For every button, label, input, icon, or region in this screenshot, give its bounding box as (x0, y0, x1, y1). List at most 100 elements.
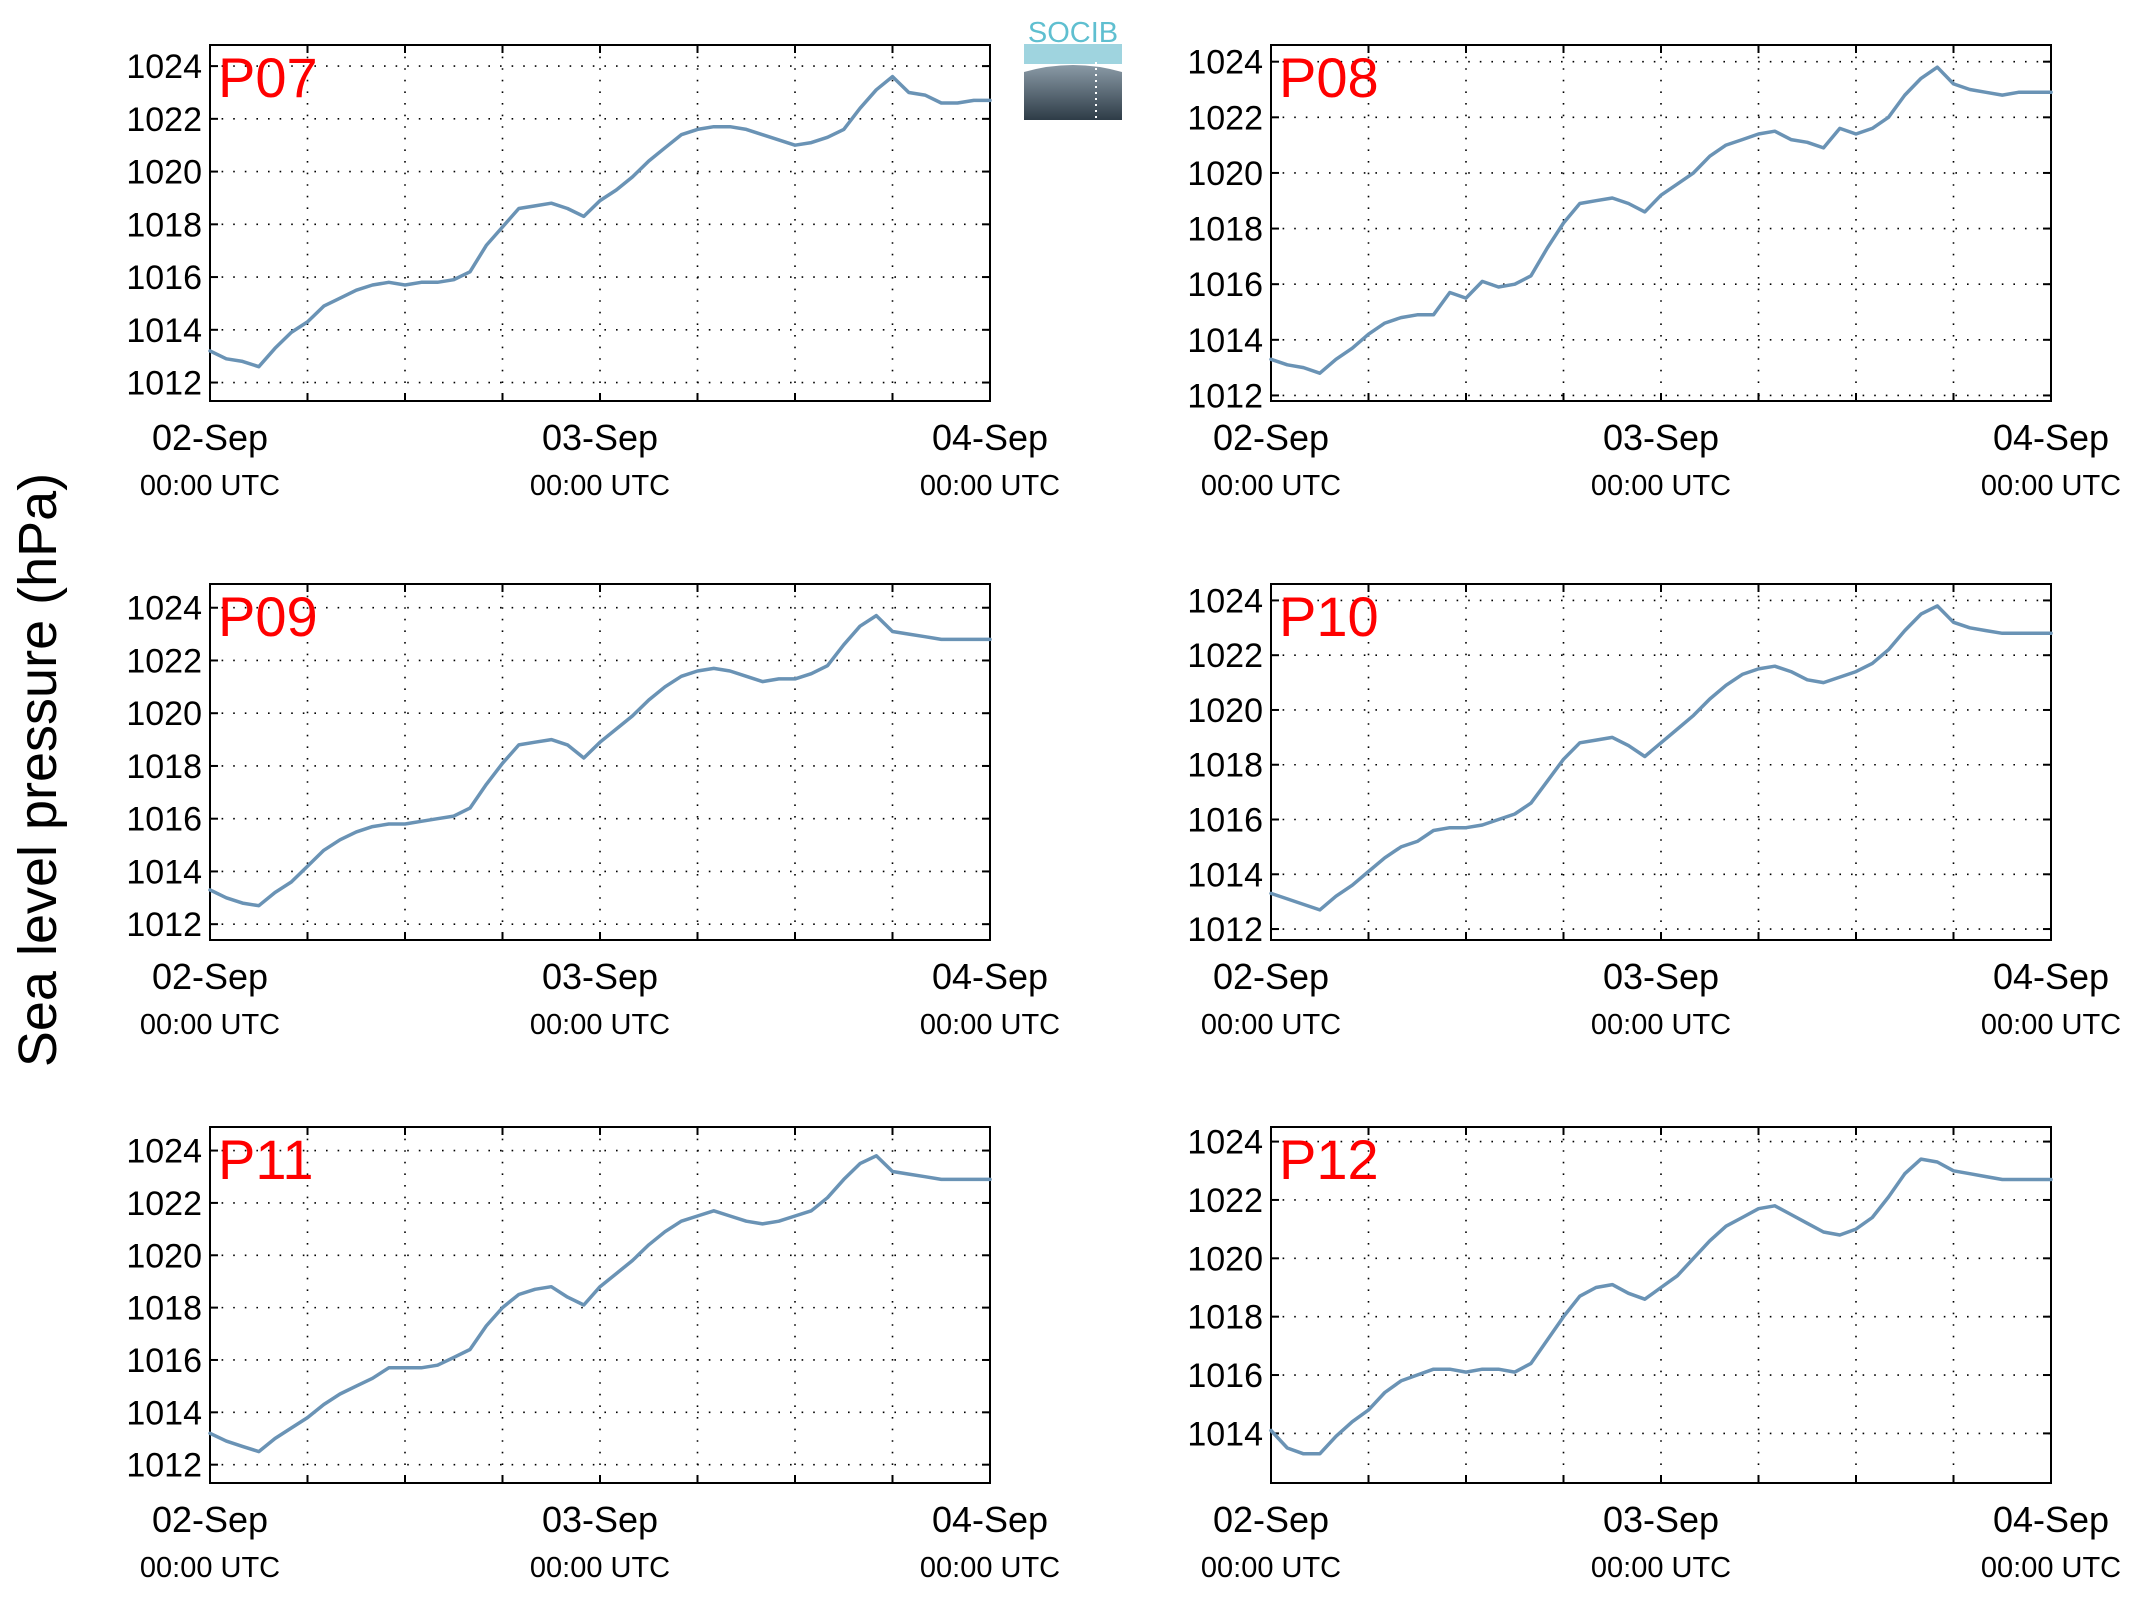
x-tick-label-time: 00:00 UTC (1981, 470, 2121, 502)
panel-p10: 1012 1014 1016 1018 1020 1022 1024 02-Sep 00:00 … (1187, 582, 2121, 1041)
panel-label: P09 (218, 585, 318, 648)
y-tick-label: 1022 (126, 1185, 202, 1223)
x-tick-label-date: 04-Sep (1993, 956, 2109, 997)
figure-ylabel: Sea level pressure (hPa) (8, 473, 68, 1067)
y-tick-label: 1022 (1187, 1182, 1263, 1220)
x-tick-label-date: 03-Sep (542, 956, 658, 997)
y-tick-label: 1014 (126, 853, 202, 891)
y-tick-label: 1024 (126, 1133, 202, 1171)
panel-p11: 1012 1014 1016 1018 1020 1022 1024 02-Sep 00:00 … (126, 1126, 1060, 1584)
panel-label: P10 (1279, 585, 1379, 648)
y-tick-label: 1022 (1187, 99, 1263, 137)
y-tick-label: 1016 (126, 1342, 202, 1380)
x-tick-label-time: 00:00 UTC (1201, 470, 1341, 502)
x-tick-label-date: 03-Sep (542, 417, 658, 458)
x-tick-label-time: 00:00 UTC (530, 1552, 670, 1584)
y-tick-label: 1014 (1187, 1415, 1263, 1453)
y-tick-label: 1020 (126, 154, 202, 192)
y-tick-label: 1018 (1187, 211, 1263, 249)
x-tick-label-time: 00:00 UTC (1201, 1009, 1341, 1041)
x-tick-label-time: 00:00 UTC (1981, 1552, 2121, 1584)
x-tick-label-time: 00:00 UTC (1591, 1552, 1731, 1584)
y-tick-label: 1012 (126, 365, 202, 403)
panel-label: P07 (218, 46, 318, 109)
y-tick-label: 1016 (1187, 1357, 1263, 1395)
x-tick-label-date: 04-Sep (932, 1499, 1048, 1540)
y-tick-label: 1022 (1187, 637, 1263, 675)
y-tick-label: 1024 (1187, 44, 1263, 82)
x-tick-label-date: 02-Sep (1213, 417, 1329, 458)
y-tick-label: 1016 (126, 259, 202, 297)
x-tick-label-time: 00:00 UTC (140, 1009, 280, 1041)
x-tick-label-date: 02-Sep (152, 956, 268, 997)
x-tick-label-time: 00:00 UTC (920, 470, 1060, 502)
x-tick-label-time: 00:00 UTC (140, 470, 280, 502)
y-tick-label: 1012 (1187, 911, 1263, 949)
series-line (208, 1154, 992, 1454)
y-tick-label: 1016 (1187, 802, 1263, 840)
x-tick-label-time: 00:00 UTC (530, 1009, 670, 1041)
y-tick-label: 1020 (126, 695, 202, 733)
x-tick-label-date: 03-Sep (1603, 417, 1719, 458)
y-tick-label: 1014 (1187, 322, 1263, 360)
x-tick-label-time: 00:00 UTC (1981, 1009, 2121, 1041)
x-tick-label-time: 00:00 UTC (920, 1552, 1060, 1584)
y-tick-label: 1012 (126, 906, 202, 944)
x-tick-label-date: 03-Sep (1603, 956, 1719, 997)
series-line (208, 613, 992, 908)
panel-label: P12 (1279, 1128, 1379, 1191)
x-tick-label-date: 04-Sep (932, 417, 1048, 458)
x-tick-label-date: 02-Sep (152, 1499, 268, 1540)
x-tick-label-time: 00:00 UTC (140, 1552, 280, 1584)
logo-water-shape (1024, 65, 1122, 120)
y-tick-label: 1014 (126, 1394, 202, 1432)
series-line (1269, 65, 2053, 375)
panel-p09: 1012 1014 1016 1018 1020 1022 1024 02-Sep 00:00 … (126, 583, 1060, 1041)
panel-label: P08 (1279, 46, 1379, 109)
y-tick-label: 1016 (1187, 266, 1263, 304)
x-tick-label-time: 00:00 UTC (530, 470, 670, 502)
socib-logo: SOCIB (1024, 17, 1122, 120)
series-line (1269, 1157, 2053, 1456)
y-tick-label: 1014 (126, 312, 202, 350)
plot-frame (209, 44, 991, 402)
x-tick-label-date: 02-Sep (1213, 956, 1329, 997)
y-tick-label: 1022 (126, 642, 202, 680)
panel-p07: 1012 1014 1016 1018 1020 1022 1024 02-Sep 00:00 … (126, 44, 1060, 502)
x-tick-label-date: 03-Sep (1603, 1499, 1719, 1540)
x-tick-label-date: 02-Sep (152, 417, 268, 458)
x-tick-label-date: 04-Sep (1993, 417, 2109, 458)
x-tick-label-time: 00:00 UTC (1201, 1552, 1341, 1584)
y-tick-label: 1024 (1187, 582, 1263, 620)
y-tick-label: 1016 (126, 801, 202, 839)
y-tick-label: 1022 (126, 101, 202, 139)
y-tick-label: 1018 (1187, 1299, 1263, 1337)
y-tick-label: 1020 (1187, 692, 1263, 730)
y-tick-label: 1024 (126, 48, 202, 86)
x-tick-label-time: 00:00 UTC (1591, 470, 1731, 502)
logo-text: SOCIB (1028, 17, 1118, 49)
y-tick-label: 1018 (126, 206, 202, 244)
x-tick-label-date: 04-Sep (1993, 1499, 2109, 1540)
logo-top-band (1024, 44, 1122, 64)
panel-label: P11 (218, 1128, 313, 1191)
y-tick-label: 1018 (126, 748, 202, 786)
y-tick-label: 1014 (1187, 856, 1263, 894)
y-tick-label: 1018 (1187, 747, 1263, 785)
series-line (208, 74, 992, 369)
y-tick-label: 1020 (1187, 155, 1263, 193)
panel-p08: 1012 1014 1016 1018 1020 1022 1024 02-Sep 00:00 … (1187, 44, 2121, 502)
panel-p12: 1014 1016 1018 1020 1022 1024 02-Sep 00:00 UTC 0… (1187, 1124, 2121, 1584)
x-tick-label-date: 03-Sep (542, 1499, 658, 1540)
series-line (1269, 604, 2053, 912)
y-tick-label: 1020 (126, 1237, 202, 1275)
x-tick-label-date: 02-Sep (1213, 1499, 1329, 1540)
panels: 1012 1014 1016 1018 1020 1022 1024 02-Sep 00:00 … (126, 44, 2121, 1584)
y-tick-label: 1018 (126, 1290, 202, 1328)
y-tick-label: 1020 (1187, 1240, 1263, 1278)
y-tick-label: 1012 (1187, 377, 1263, 415)
x-tick-label-date: 04-Sep (932, 956, 1048, 997)
y-tick-label: 1024 (126, 590, 202, 628)
x-tick-label-time: 00:00 UTC (920, 1009, 1060, 1041)
